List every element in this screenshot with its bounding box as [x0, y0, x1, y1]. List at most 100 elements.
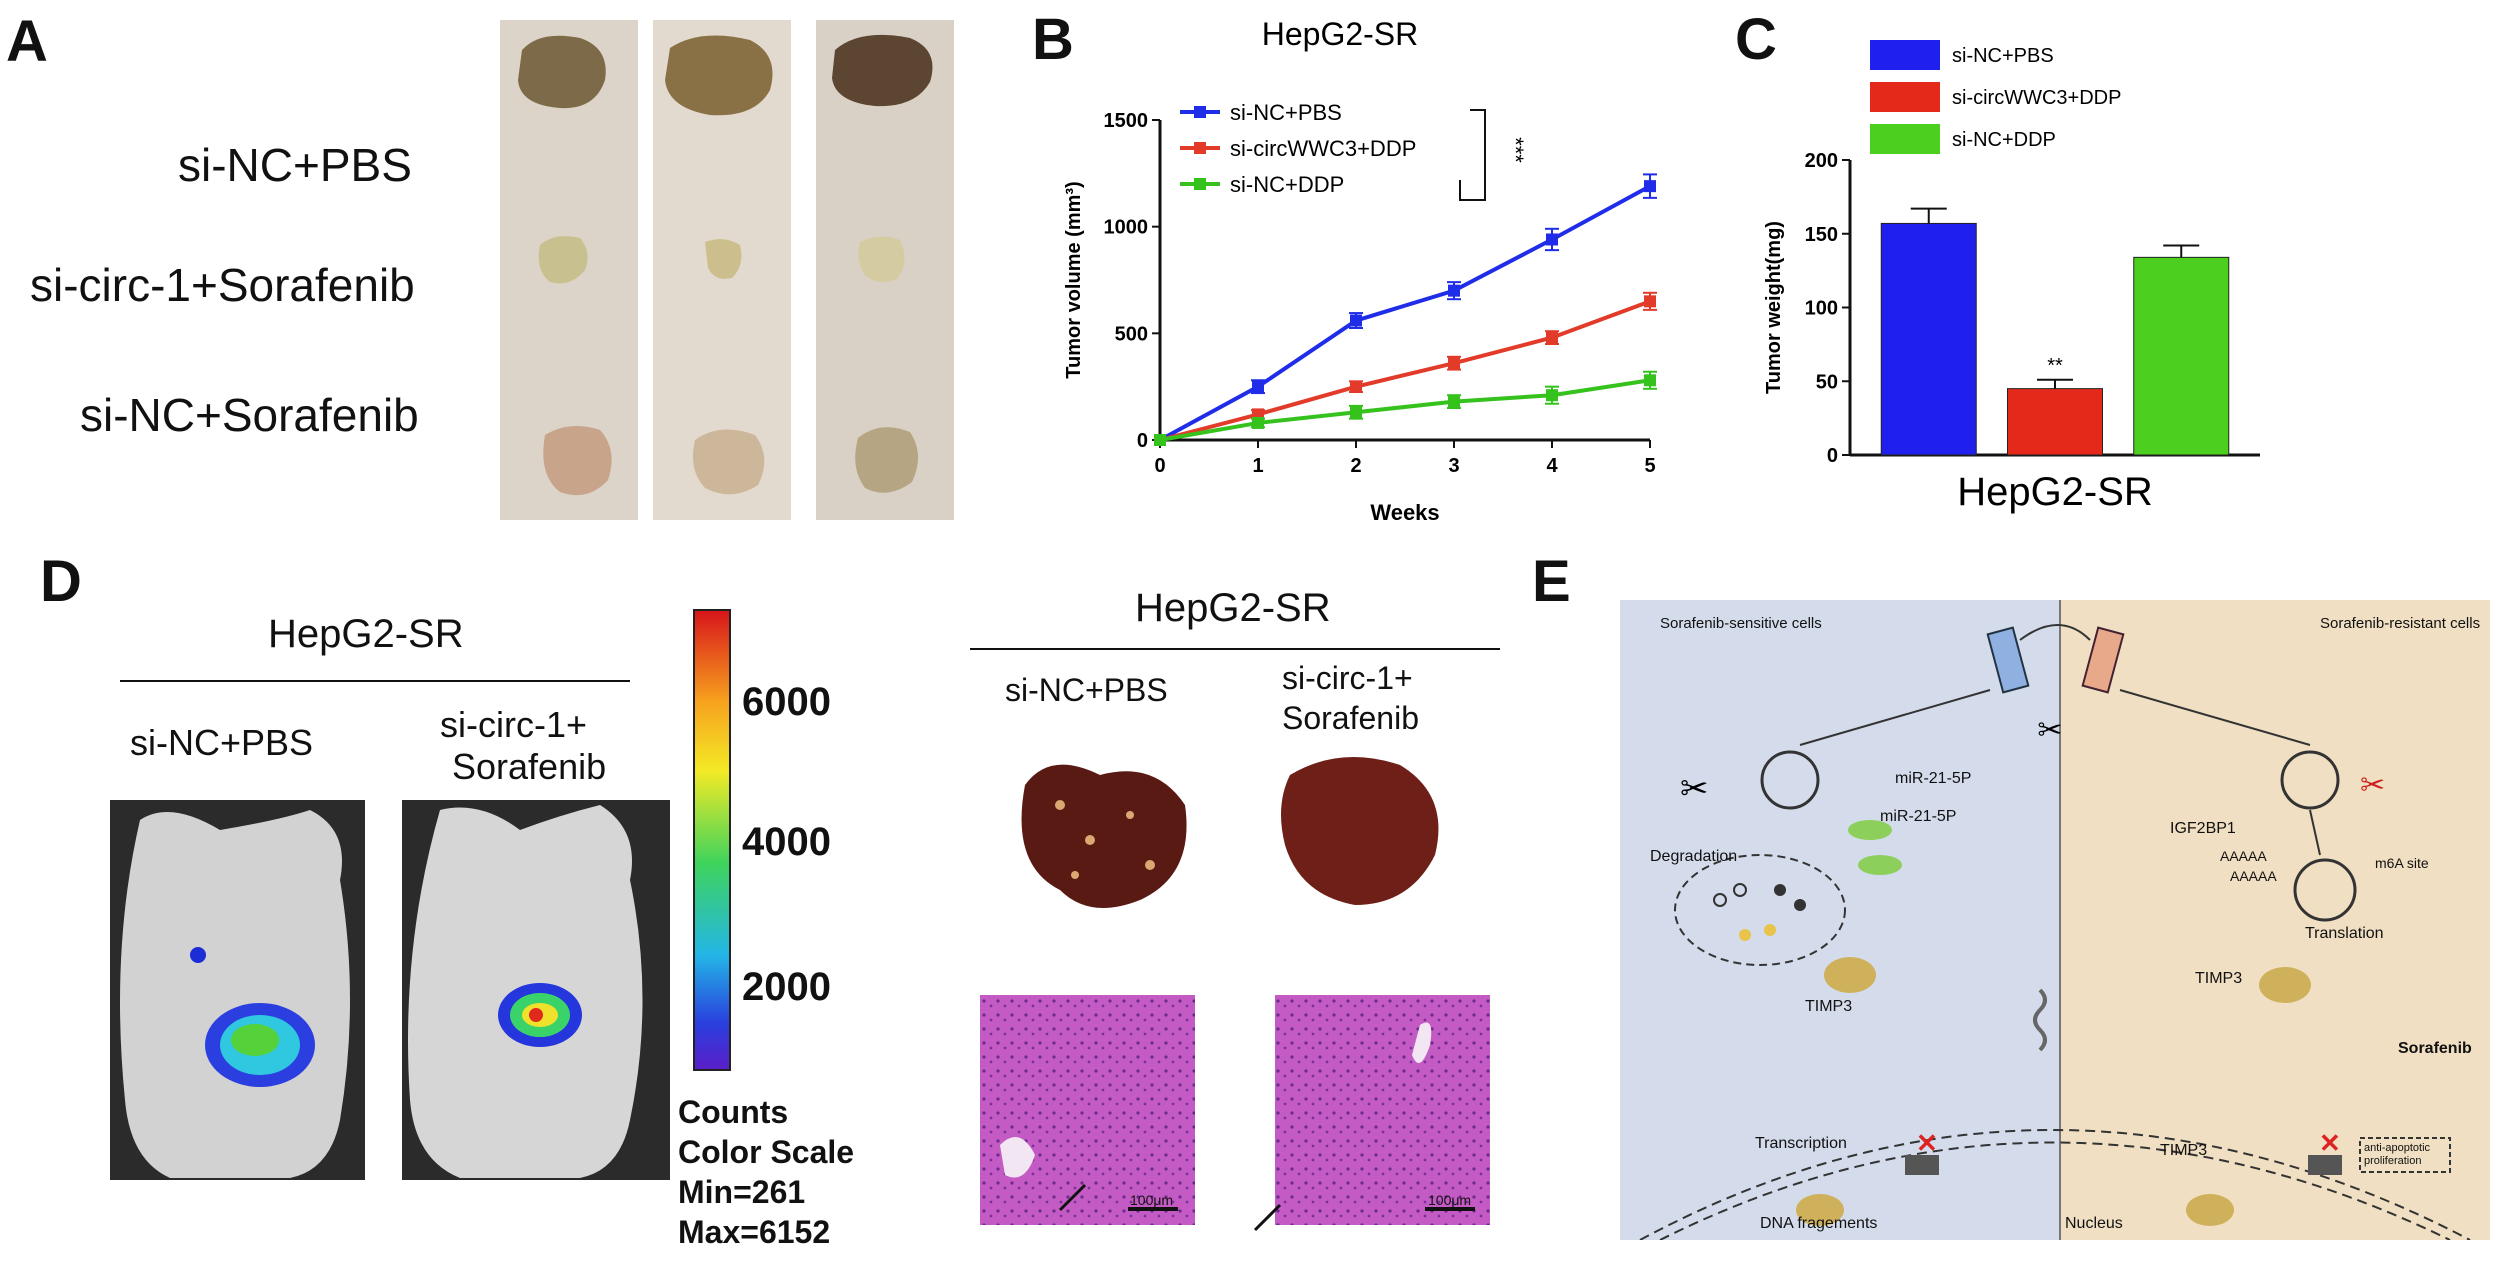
timp3-protein: [2186, 1194, 2234, 1226]
tumor-2-1: [538, 236, 588, 284]
chart-b-data-point: [1350, 380, 1362, 393]
tumor-3-1: [543, 426, 612, 496]
chart-c-y-tick-label: 100: [1805, 298, 1838, 320]
chart-b-data-point: [1546, 331, 1558, 344]
tumor-3-2: [692, 429, 765, 495]
resistant-cell-region: [2060, 600, 2490, 1240]
color-scale-max: Max=6152: [678, 1214, 831, 1250]
histology-image-2: [1275, 995, 1490, 1225]
rna-fragment: [1764, 924, 1776, 936]
degradation-vesicle: [1674, 854, 1846, 966]
histology-image-1: [980, 995, 1195, 1225]
colorbar-tick-6000: 6000: [742, 680, 831, 724]
panel-b-label: B: [1032, 7, 1074, 72]
panel-d-right-divider: [970, 648, 1500, 650]
panel-d-right-title: HepG2-SR: [1135, 586, 1331, 630]
liver-1-nodule: [1071, 871, 1079, 879]
timp3-protein: [2259, 967, 2311, 1003]
chart-b-data-point: [1252, 416, 1264, 429]
polya-label-1: AAAAA: [2220, 848, 2267, 864]
tumor-photos: [500, 20, 954, 520]
chart-b-x-tick-label: 3: [1448, 455, 1459, 477]
anti-apoptotic-label: anti-apoptotic proliferation: [2364, 1142, 2431, 1167]
liver-1-nodule: [1126, 811, 1134, 819]
tumor-volume-chart: HepG2-SR 0 500 1000 1500 0 1 2 3 4 5 Weeks Tumor vol…: [1063, 16, 1657, 525]
mir-label-2: miR-21-5P: [1880, 808, 1957, 825]
nucleus-membrane-inner: [1659, 1141, 2451, 1240]
chart-b-y-axis-label: Tumor volume (mm³): [1063, 181, 1085, 378]
chart-b-series-line: [1159, 184, 1651, 442]
scale-bar-label-1: 100μm: [1130, 1192, 1174, 1208]
group-label-si-circ-sorafenib: si-circ-1+Sorafenib: [30, 259, 415, 311]
chart-b-y-tick-label: 0: [1137, 430, 1148, 452]
scale-bar-1: [1128, 1207, 1178, 1211]
translation-label: Translation: [2305, 925, 2384, 942]
arrow-to-left: [1799, 689, 1991, 746]
color-scale-min: Min=261: [678, 1174, 806, 1210]
panel-d-left-divider: [120, 680, 630, 682]
signal-spot-1: [190, 947, 206, 963]
chart-b-data-point: [1644, 295, 1656, 308]
ivis-group-label-1: si-NC+PBS: [130, 722, 314, 763]
mouse-silhouette-1: [120, 810, 350, 1178]
histology-arrow-1: [1058, 1183, 1087, 1212]
chart-c-x-axis-label: HepG2-SR: [1957, 470, 2153, 514]
block-x-icon: ✕: [2319, 1128, 2341, 1158]
ivis-group-label-2a: si-circ-1+: [440, 704, 588, 745]
circrna-left: [1760, 750, 1820, 810]
tumor-1-2: [665, 35, 773, 116]
sensitive-cells-header: Sorafenib-sensitive cells: [1660, 615, 1822, 632]
counts-color-bar: [693, 609, 731, 1071]
m6a-site-label: m6A site: [2375, 855, 2429, 871]
scale-bar-2: [1425, 1207, 1475, 1211]
tumor-weight-chart: 0 50 100 150 200 Tumor weight(mg) HepG2-SR si-N…: [1763, 40, 2260, 514]
polya-label-2: AAAAA: [2230, 868, 2277, 884]
tumor-2-3: [858, 236, 905, 283]
anti-apoptotic-box: [2359, 1137, 2451, 1173]
chart-b-legend-label: si-NC+PBS: [1230, 100, 1342, 125]
rna-fragment: [1713, 893, 1727, 907]
ribosome: [1848, 820, 1892, 840]
chart-c-legend-label: si-NC+PBS: [1952, 45, 2054, 67]
chart-b-data-point: [1546, 233, 1558, 246]
chart-b-legend-label: si-NC+DDP: [1230, 172, 1344, 197]
sensitive-cell-region: [1620, 600, 2060, 1240]
chart-b-series-line: [1159, 378, 1651, 442]
colorbar-tick-4000: 4000: [742, 820, 831, 864]
timp3-label-right: TIMP3: [2160, 1142, 2208, 1159]
circrna-translating: [2293, 858, 2357, 922]
chart-b-data-point: [1448, 284, 1460, 297]
chart-c-bar-annotation: **: [2047, 355, 2063, 377]
signal-blob-1-inner: [231, 1024, 279, 1056]
rna-fragment: [1739, 929, 1751, 941]
rna-fragment: [1774, 884, 1786, 896]
liver-group-label-2a: si-circ-1+: [1282, 660, 1413, 696]
scissors-blocked-icon: ✂: [2360, 769, 2385, 802]
chart-c-y-tick-label: 200: [1805, 150, 1838, 172]
chart-c-legend-label: si-NC+DDP: [1952, 129, 2056, 151]
vessel-1: [1000, 1137, 1035, 1178]
liver-1-nodule: [1085, 835, 1095, 845]
block-x-icon: ✕: [1916, 1128, 1938, 1158]
color-scale-label: Color Scale: [678, 1134, 855, 1170]
chart-b-data-point: [1644, 374, 1656, 387]
chart-b-legend-marker: [1194, 106, 1206, 118]
counts-label: Counts: [678, 1094, 789, 1130]
timp3-protein: [1796, 1194, 1844, 1226]
group-label-si-nc-sorafenib: si-NC+Sorafenib: [80, 389, 419, 441]
chart-b-title: HepG2-SR: [1262, 16, 1419, 52]
chart-c-legend-swatch: [1870, 82, 1940, 112]
scissors-icon: ✂: [2037, 714, 2062, 747]
chart-b-data-point: [1252, 380, 1264, 393]
membrane-receptor: [2033, 988, 2047, 1052]
panel-d-label: D: [40, 549, 82, 614]
timp3-protein: [1824, 957, 1876, 993]
cassette-link: [2019, 624, 2091, 641]
dna-box-right: [2308, 1155, 2342, 1175]
ivis-images: [110, 800, 670, 1180]
resistant-cells-header: Sorafenib-resistant cells: [2320, 615, 2481, 632]
chart-c-y-tick-label: 0: [1827, 445, 1838, 467]
rna-cassette-1: [1986, 626, 2030, 694]
chart-b-data-point: [1644, 180, 1656, 193]
tumor-2-2: [705, 239, 742, 279]
